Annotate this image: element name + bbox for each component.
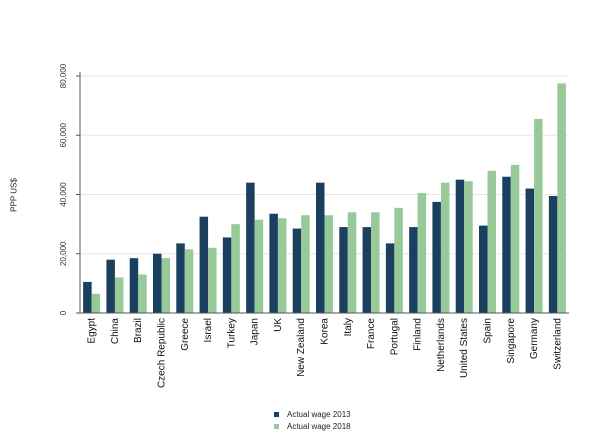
bar-2013 — [525, 188, 535, 313]
bar-2013 — [432, 201, 441, 313]
y-tick-label: 0 — [59, 310, 68, 315]
bar-2013 — [502, 176, 511, 313]
x-tick-label: Israel — [203, 318, 214, 342]
bar-2018 — [184, 249, 194, 313]
legend-swatch-2013 — [274, 411, 279, 417]
legend-label-2013: Actual wage 2013 — [287, 409, 351, 419]
x-tick-label: China — [110, 318, 121, 345]
x-tick-label: Greece — [180, 318, 191, 351]
y-tick-label: 20,000 — [59, 241, 68, 266]
x-tick-label: Netherlands — [436, 318, 447, 372]
y-tick-label: 60,000 — [59, 122, 68, 147]
bar-2018 — [114, 277, 124, 313]
bar-2013 — [385, 243, 395, 313]
bar-2018 — [534, 118, 543, 313]
x-tick-label: Switzerland — [552, 318, 563, 370]
bar-2018 — [161, 258, 170, 313]
bar-2013 — [548, 195, 558, 313]
bar-2018 — [254, 219, 264, 313]
bar-2018 — [464, 181, 473, 313]
y-axis-title: PPP US$ — [2, 150, 26, 240]
bar-2013 — [316, 182, 325, 313]
legend-item-2013: Actual wage 2013 — [274, 408, 351, 420]
legend: Actual wage 2013 Actual wage 2018 — [274, 408, 351, 432]
bar-2013 — [153, 253, 162, 313]
bar-2018 — [487, 170, 496, 313]
x-tick-label: Singapore — [506, 318, 517, 364]
x-tick-labels: Egypt China Brazil Czech Republic Greece Isra… — [87, 318, 564, 388]
bars — [83, 83, 566, 313]
y-tick-label: 80,000 — [59, 63, 68, 88]
x-tick-label: Germany — [529, 318, 540, 359]
legend-item-2018: Actual wage 2018 — [274, 420, 351, 432]
legend-swatch-2018 — [274, 423, 279, 429]
x-tick-label: Italy — [343, 318, 354, 336]
x-tick-label: Brazil — [133, 318, 144, 343]
x-tick-label: New Zealand — [296, 318, 307, 377]
bar-2018 — [371, 212, 380, 313]
x-tick-label: Czech Republic — [157, 318, 168, 388]
bar-2013 — [409, 227, 418, 313]
bar-2013 — [199, 216, 209, 313]
bar-2013 — [455, 179, 465, 313]
bar-2018 — [301, 215, 310, 313]
bar-2018 — [138, 274, 147, 313]
x-tick-label: Finland — [413, 318, 424, 351]
bar-2013 — [246, 182, 255, 313]
bar-2013 — [339, 227, 348, 313]
bar-2013 — [83, 281, 92, 313]
bar-2013 — [176, 243, 185, 313]
bar-2013 — [129, 258, 139, 313]
bar-2018 — [324, 215, 333, 313]
bar-2018 — [277, 218, 287, 313]
bar-2018 — [91, 293, 101, 313]
bar-2013 — [222, 237, 232, 313]
axes — [76, 72, 569, 314]
x-tick-label: France — [366, 318, 377, 350]
y-tick-labels: 0 20,000 40,000 60,000 80,000 — [59, 63, 68, 315]
x-tick-label: Korea — [320, 318, 331, 345]
x-tick-label: Japan — [250, 318, 261, 345]
x-tick-label: United States — [459, 318, 470, 378]
x-tick-label: Spain — [483, 318, 494, 344]
bar-2018 — [347, 212, 357, 313]
bar-2018 — [417, 193, 427, 313]
y-axis-title-text: PPP US$ — [9, 178, 19, 212]
bar-2018 — [510, 164, 520, 313]
bar-2018 — [440, 182, 450, 313]
bar-2018 — [208, 247, 217, 313]
bar-2013 — [106, 259, 115, 313]
bar-2018 — [557, 83, 566, 313]
bar-2018 — [231, 224, 240, 313]
bar-2013 — [362, 227, 372, 313]
bar-2013 — [269, 213, 278, 313]
x-tick-label: Egypt — [87, 318, 98, 344]
y-tick-label: 40,000 — [59, 182, 68, 207]
x-tick-label: Portugal — [389, 318, 400, 355]
x-tick-label: Turkey — [226, 318, 237, 348]
legend-label-2018: Actual wage 2018 — [287, 421, 351, 431]
bar-2018 — [394, 207, 403, 313]
bar-2013 — [292, 228, 302, 313]
x-tick-label: UK — [273, 318, 284, 332]
bar-2013 — [479, 225, 488, 313]
